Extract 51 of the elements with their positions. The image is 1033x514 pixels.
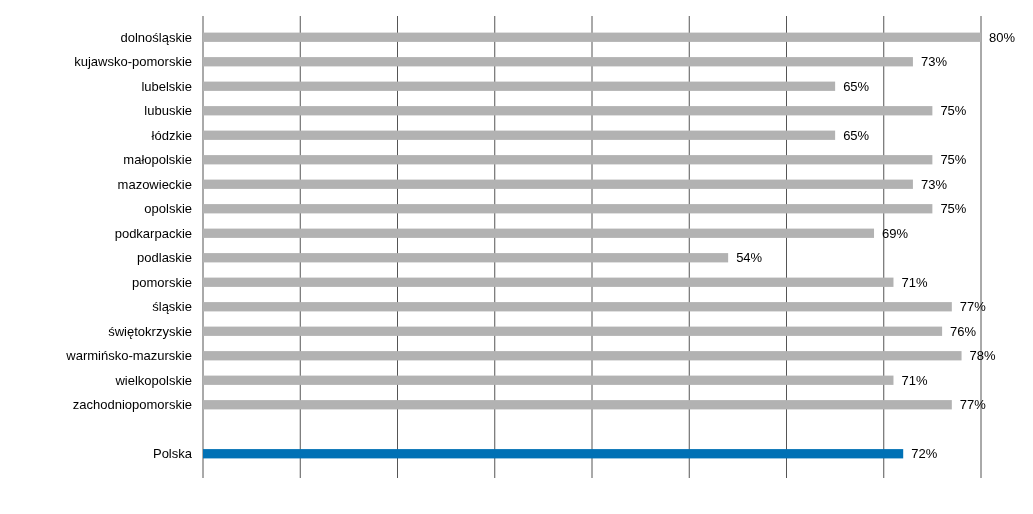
bar xyxy=(203,57,913,67)
y-tick-label: zachodniopomorskie xyxy=(72,397,192,413)
y-tick-label: lubuskie xyxy=(144,103,192,119)
data-label: 78% xyxy=(969,348,997,364)
bar xyxy=(203,179,913,189)
data-label: 54% xyxy=(736,250,763,266)
y-tick-label: mazowieckie xyxy=(117,176,192,192)
data-label: 75% xyxy=(940,201,967,217)
data-label: 65% xyxy=(843,127,870,143)
bar xyxy=(203,228,875,238)
y-tick-label: świętokrzyskie xyxy=(108,323,192,339)
y-tick-label: dolnośląskie xyxy=(120,29,192,45)
bar xyxy=(203,400,952,410)
data-label: 77% xyxy=(959,397,987,413)
bar xyxy=(203,351,962,361)
y-tick-label: opolskie xyxy=(144,201,192,217)
y-tick-label: śląskie xyxy=(152,299,192,315)
data-label: 75% xyxy=(940,152,967,168)
bar xyxy=(203,204,933,214)
data-label: 76% xyxy=(950,323,977,339)
y-tick-label: pomorskie xyxy=(132,274,192,290)
data-label: 80% xyxy=(989,29,1016,45)
data-label: 65% xyxy=(843,78,870,94)
y-tick-label: wielkopolskie xyxy=(114,372,192,388)
y-tick-label: łódzkie xyxy=(151,127,192,143)
y-tick-label: warmińsko-mazurskie xyxy=(65,348,192,364)
bar xyxy=(203,81,836,91)
bar xyxy=(203,326,943,336)
bar xyxy=(203,155,933,165)
data-label: 72% xyxy=(911,446,938,462)
data-label: 71% xyxy=(901,372,928,388)
bar xyxy=(203,253,729,263)
data-label: 75% xyxy=(940,103,967,119)
bar xyxy=(203,449,904,459)
bar xyxy=(203,130,836,140)
bar xyxy=(203,277,894,287)
data-label: 71% xyxy=(901,274,928,290)
data-label: 73% xyxy=(920,54,948,70)
y-tick-label: podlaskie xyxy=(137,250,192,266)
data-label: 73% xyxy=(920,176,948,192)
data-label: 69% xyxy=(882,225,909,241)
bar xyxy=(203,302,952,312)
y-tick-label: podkarpackie xyxy=(114,225,192,241)
bar xyxy=(203,106,933,116)
y-tick-label: małopolskie xyxy=(123,152,192,168)
y-tick-label: Polska xyxy=(152,446,193,462)
bar xyxy=(203,32,981,42)
data-label: 77% xyxy=(959,299,987,315)
bar xyxy=(203,375,894,385)
y-tick-label: lubelskie xyxy=(141,78,192,94)
y-tick-label: kujawsko-pomorskie xyxy=(74,54,192,70)
